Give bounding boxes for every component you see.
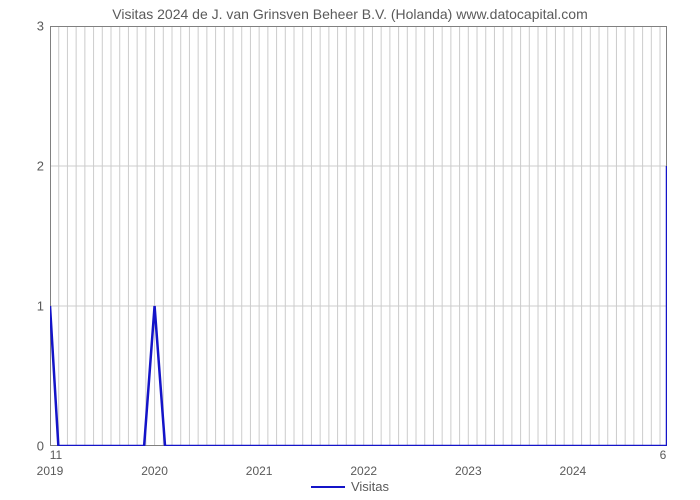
x-tick-label: 2023 — [455, 446, 482, 478]
chart-container: Visitas 2024 de J. van Grinsven Beheer B… — [0, 0, 700, 500]
chart-title: Visitas 2024 de J. van Grinsven Beheer B… — [0, 6, 700, 22]
x-tick-label: 2024 — [560, 446, 587, 478]
x-sub-label: 6 — [660, 448, 667, 462]
x-sub-label: 11 — [50, 448, 62, 462]
y-tick-label: 3 — [37, 19, 50, 34]
legend-line — [311, 486, 345, 488]
legend: Visitas — [0, 478, 700, 494]
legend-label: Visitas — [351, 479, 389, 494]
y-tick-label: 1 — [37, 299, 50, 314]
chart-svg — [50, 26, 667, 446]
plot-area: 0123201920202021202220232024116 — [50, 26, 667, 446]
x-tick-label: 2022 — [350, 446, 377, 478]
y-tick-label: 2 — [37, 159, 50, 174]
x-tick-label: 2021 — [246, 446, 273, 478]
x-tick-label: 2020 — [141, 446, 168, 478]
